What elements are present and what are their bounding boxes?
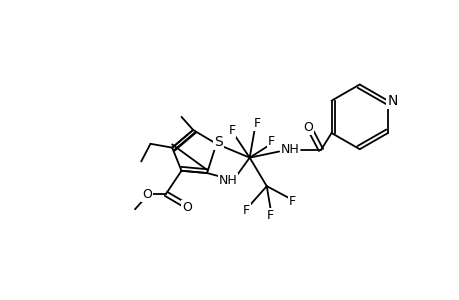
Text: NH: NH: [280, 143, 299, 157]
Text: F: F: [288, 195, 295, 208]
Text: S: S: [214, 135, 223, 149]
Text: O: O: [302, 121, 312, 134]
Text: O: O: [182, 201, 191, 214]
Text: NH: NH: [218, 174, 237, 187]
Text: N: N: [386, 94, 397, 108]
Text: F: F: [267, 135, 274, 148]
Text: F: F: [228, 124, 235, 137]
Text: O: O: [142, 188, 152, 201]
Text: F: F: [253, 116, 260, 130]
Text: F: F: [242, 204, 250, 217]
Text: F: F: [267, 209, 274, 222]
